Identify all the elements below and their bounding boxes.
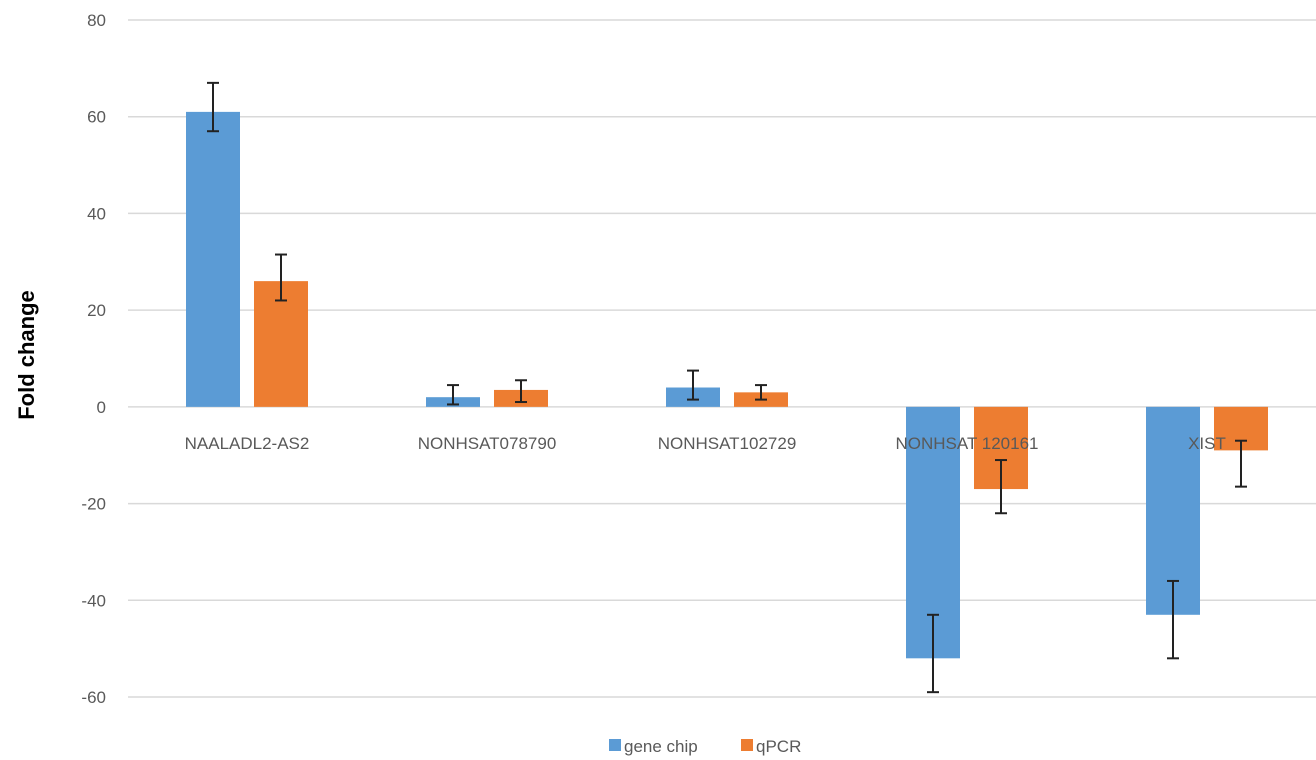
legend-label: gene chip xyxy=(624,737,698,756)
bar-qpcr-0 xyxy=(254,281,308,407)
error-bar-gene-chip-2 xyxy=(687,369,699,401)
category-labels: NAALADL2-AS2 NONHSAT078790 NONHSAT102729 NO… xyxy=(185,434,1226,453)
legend-label: qPCR xyxy=(756,737,801,756)
y-axis-ticks: 80 60 40 20 0 -20 -40 -60 xyxy=(81,11,106,707)
y-tick-label: -60 xyxy=(81,688,106,707)
error-bar-gene-chip-4 xyxy=(1167,579,1179,660)
legend-item-gene-chip: gene chip xyxy=(609,737,698,756)
error-bar-qpcr-4 xyxy=(1235,439,1247,488)
category-label: NONHSAT102729 xyxy=(658,434,797,453)
y-tick-label: 0 xyxy=(97,398,106,417)
error-bar-qpcr-3 xyxy=(995,459,1007,515)
y-tick-label: 80 xyxy=(87,11,106,30)
error-bar-qpcr-0 xyxy=(275,253,287,302)
y-tick-label: 20 xyxy=(87,301,106,320)
error-bar-qpcr-2 xyxy=(755,384,767,401)
error-bars xyxy=(207,81,1247,694)
gridlines xyxy=(128,19,1316,698)
y-tick-label: 40 xyxy=(87,204,106,223)
y-tick-label: 60 xyxy=(87,108,106,127)
y-axis-title: Fold change xyxy=(14,290,39,420)
category-label: NONHSAT078790 xyxy=(418,434,557,453)
legend-swatch xyxy=(609,739,621,751)
y-tick-label: -40 xyxy=(81,591,106,610)
error-bar-gene-chip-1 xyxy=(447,384,459,406)
error-bar-gene-chip-0 xyxy=(207,81,219,133)
legend-item-qpcr: qPCR xyxy=(741,737,801,756)
category-label: NONHSAT 120161 xyxy=(896,434,1039,453)
legend: gene chip qPCR xyxy=(609,737,801,756)
error-bar-gene-chip-3 xyxy=(927,613,939,694)
y-tick-label: -20 xyxy=(81,495,106,514)
bar-gene-chip-0 xyxy=(186,111,240,407)
category-label: XIST xyxy=(1188,434,1226,453)
bars xyxy=(186,111,1268,659)
error-bar-qpcr-1 xyxy=(515,379,527,404)
legend-swatch xyxy=(741,739,753,751)
category-label: NAALADL2-AS2 xyxy=(185,434,310,453)
